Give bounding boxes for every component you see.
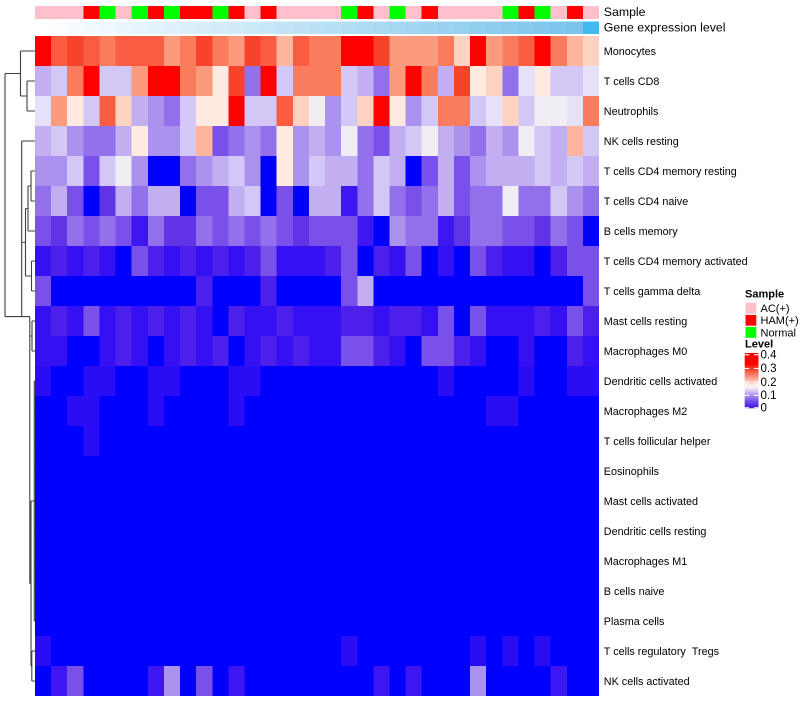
svg-text:Sample: Sample xyxy=(604,5,646,19)
svg-text:Dendritic cells resting: Dendritic cells resting xyxy=(604,526,707,538)
svg-text:Monocytes: Monocytes xyxy=(604,46,657,58)
svg-text:0.3: 0.3 xyxy=(761,363,777,375)
svg-text:T cells regulatory Tregs: T cells regulatory Tregs xyxy=(604,646,720,658)
svg-text:Plasma cells: Plasma cells xyxy=(604,616,665,628)
svg-text:T cells follicular helper: T cells follicular helper xyxy=(604,436,711,448)
svg-text:Macrophages M0: Macrophages M0 xyxy=(604,346,687,358)
svg-text:Gene expression level: Gene expression level xyxy=(604,20,726,34)
svg-text:T cells CD4 memory activated: T cells CD4 memory activated xyxy=(604,256,748,268)
svg-text:Normal: Normal xyxy=(761,327,796,339)
svg-text:B cells naive: B cells naive xyxy=(604,586,665,598)
svg-text:T cells CD4 naive: T cells CD4 naive xyxy=(604,196,688,208)
svg-text:NK cells activated: NK cells activated xyxy=(604,676,690,688)
svg-text:T cells CD4 memory resting: T cells CD4 memory resting xyxy=(604,166,737,178)
svg-text:0.4: 0.4 xyxy=(761,349,778,361)
svg-text:Neutrophils: Neutrophils xyxy=(604,106,659,118)
svg-text:NK cells resting: NK cells resting xyxy=(604,136,679,148)
svg-text:Dendritic cells activated: Dendritic cells activated xyxy=(604,376,717,388)
svg-text:0.1: 0.1 xyxy=(761,390,777,402)
svg-text:Mast cells resting: Mast cells resting xyxy=(604,316,687,328)
svg-text:T cells CD8: T cells CD8 xyxy=(604,76,660,88)
svg-text:HAM(+): HAM(+) xyxy=(761,315,799,327)
svg-text:0: 0 xyxy=(761,402,767,414)
svg-text:Level: Level xyxy=(745,339,773,351)
svg-text:0.2: 0.2 xyxy=(761,377,777,389)
svg-text:Macrophages M1: Macrophages M1 xyxy=(604,556,687,568)
svg-text:T cells gamma delta: T cells gamma delta xyxy=(604,286,700,298)
svg-text:AC(+): AC(+) xyxy=(761,303,790,315)
svg-text:B cells memory: B cells memory xyxy=(604,226,678,238)
svg-text:Sample: Sample xyxy=(745,289,784,301)
svg-text:Eosinophils: Eosinophils xyxy=(604,466,660,478)
svg-text:Mast cells activated: Mast cells activated xyxy=(604,496,698,508)
svg-text:Macrophages M2: Macrophages M2 xyxy=(604,406,687,418)
